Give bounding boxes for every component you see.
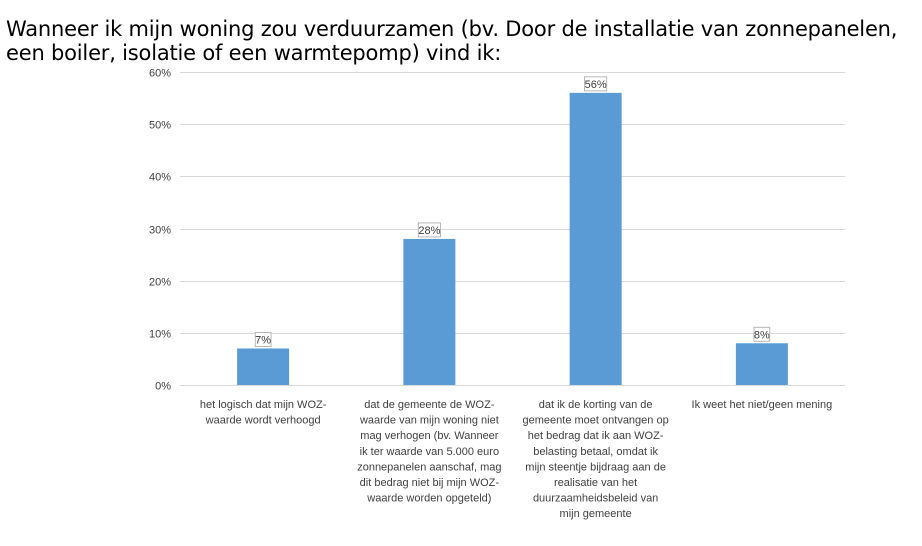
y-tick-label: 30% [149, 225, 171, 237]
bar [403, 238, 456, 385]
data-label-box [254, 332, 272, 347]
bar [569, 92, 622, 385]
category-label: het logisch dat mijn WOZ-waarde wordt ve… [200, 399, 327, 427]
chart-title: Wanneer ik mijn woning zou verduurzamen … [6, 17, 898, 65]
bars [237, 92, 788, 385]
data-label-box [584, 76, 608, 92]
y-tick-label: 60% [149, 68, 171, 80]
gridlines [180, 72, 845, 386]
data-label: 8% [754, 329, 770, 341]
data-label: 7% [255, 334, 271, 346]
category-label: Ik weet het niet/geen mening [692, 399, 833, 411]
y-axis-tick-labels: 0% 10% 20% 30% 40% 50% 60% [149, 68, 171, 393]
bar [735, 343, 788, 385]
bar [237, 348, 290, 385]
data-labels: 7% 28% 56% 8% [254, 76, 771, 347]
data-label: 56% [585, 79, 607, 91]
data-label-box [417, 222, 441, 238]
category-label: dat de gemeente de WOZ-waarde van mijn w… [357, 399, 501, 505]
y-tick-label: 50% [149, 120, 171, 132]
y-tick-label: 10% [149, 329, 171, 341]
y-tick-label: 40% [149, 172, 171, 184]
data-label: 28% [418, 225, 440, 237]
y-tick-label: 20% [149, 277, 171, 289]
category-labels: het logisch dat mijn WOZ-waarde wordt ve… [200, 399, 832, 520]
category-label: dat ik de korting van de gemeente moet on… [523, 399, 669, 520]
y-tick-label: 0% [155, 381, 171, 393]
data-label-box [753, 326, 771, 342]
